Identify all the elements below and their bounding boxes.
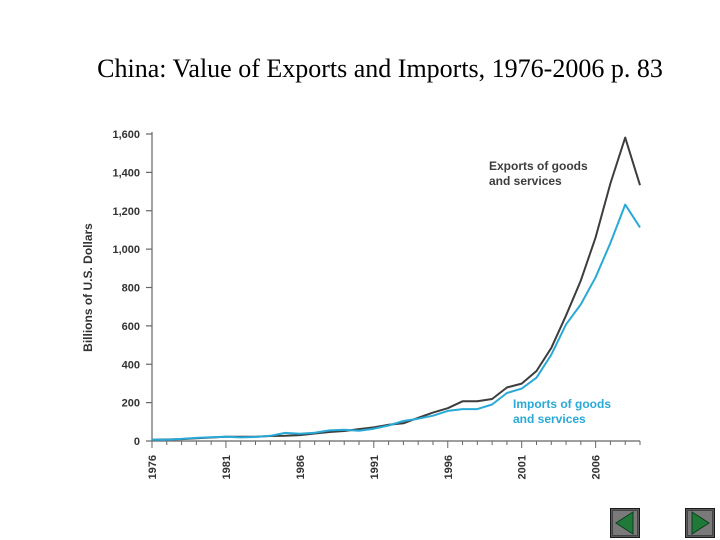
next-slide-icon — [685, 508, 715, 538]
x-tick-label: 1991 — [369, 455, 381, 479]
x-tick-label: 2006 — [591, 455, 603, 479]
x-tick-label: 1986 — [295, 455, 307, 479]
series-label-line: Exports of goods — [489, 159, 588, 173]
exports-label: Exports of goods and services — [489, 159, 588, 188]
chart-axes — [151, 132, 640, 442]
previous-slide-icon — [610, 508, 640, 538]
x-tick-label: 1976 — [147, 455, 159, 479]
chart-ticks: 0 200 400 600 800 1,000 1,200 1,400 1,600 1976 198… — [112, 129, 641, 479]
y-axis-title: Billions of U.S. Dollars — [81, 223, 95, 352]
series-label-line: and services — [489, 174, 562, 188]
next-slide-button[interactable] — [685, 508, 715, 538]
y-tick-label: 1,000 — [112, 244, 140, 256]
y-tick-label: 1,600 — [112, 129, 140, 141]
y-tick-label: 1,200 — [112, 206, 140, 218]
y-tick-label: 0 — [134, 436, 140, 448]
series-label-line: Imports of goods — [513, 397, 611, 411]
chart-series — [151, 136, 641, 441]
imports-label: Imports of goods and services — [513, 397, 611, 426]
x-tick-label: 1981 — [221, 455, 233, 479]
slide-title: China: Value of Exports and Imports, 197… — [97, 54, 663, 83]
previous-slide-button[interactable] — [610, 508, 640, 538]
imports-line — [151, 203, 641, 441]
y-tick-label: 400 — [122, 359, 140, 371]
y-tick-label: 600 — [122, 321, 140, 333]
y-tick-label: 800 — [122, 283, 140, 295]
series-label-line: and services — [513, 412, 586, 426]
y-tick-label: 200 — [122, 398, 140, 410]
y-tick-label: 1,400 — [112, 167, 140, 179]
exports-line — [151, 136, 641, 441]
x-tick-label: 2001 — [517, 455, 529, 479]
chart-labels: Billions of U.S. Dollars Exports of goods… — [81, 159, 611, 426]
x-tick-label: 1996 — [443, 455, 455, 479]
